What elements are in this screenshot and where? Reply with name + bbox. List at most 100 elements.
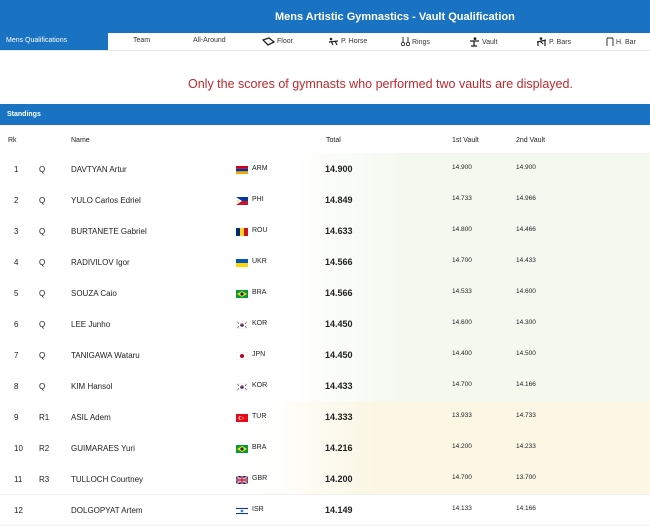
table-row[interactable]: 1 Q DAVTYAN Artur ARM 14.900 14.900 14.900 [0,153,650,185]
noc-cell: TUR [252,413,267,420]
table-row[interactable]: 4 Q RADIVILOV Igor UKR 14.566 14.700 14.433 [0,246,650,278]
vault2-score: 14.500 [516,350,536,357]
tab-label: P. Horse [341,38,368,45]
noc-cell: KOR [252,382,268,389]
vault2-score: 14.166 [516,505,536,512]
vault1-score: 14.900 [452,164,472,171]
vault2-score: 14.300 [516,319,536,326]
qualification-cell: Q [39,165,46,174]
tab-label: Mens Qualifications [6,37,68,44]
qualification-cell: Q [39,227,46,236]
noc-cell: ROU [252,227,268,234]
table-row[interactable]: 7 Q TANIGAWA Wataru JPN 14.450 14.400 14.500 [0,339,650,371]
vault1-score: 13.933 [452,412,472,419]
high-bar-icon [606,37,614,46]
table-row[interactable]: 6 Q LEE Junho KOR 14.450 14.600 14.300 [0,308,650,340]
athlete-name[interactable]: GUIMARAES Yuri [71,444,135,453]
athlete-name[interactable]: TANIGAWA Wataru [71,351,140,360]
tab-floor[interactable]: Floor [262,37,293,46]
qualification-cell: Q [39,289,46,298]
tab-mens-qualifications[interactable]: Mens Qualifications [0,33,108,50]
flag-phi-icon [236,197,248,205]
tab-parallel-bars[interactable]: P. Bars [536,37,571,47]
vault2-score: 14.966 [516,195,536,202]
flag-gbr-icon [236,476,248,484]
rank-cell: 10 [14,444,23,453]
athlete-name[interactable]: BURTANETE Gabriel [71,227,147,236]
vault-icon [470,37,479,47]
athlete-name[interactable]: DOLGOPYAT Artem [71,506,143,515]
total-score: 14.566 [325,257,353,267]
rank-cell: 1 [14,165,19,174]
table-row[interactable]: 12 DOLGOPYAT Artem ISR 14.149 14.133 14.166 [0,494,650,526]
tab-vault[interactable]: Vault [469,37,497,47]
qualification-cell: R1 [39,413,50,422]
tab-label: Vault [482,38,498,46]
athlete-name[interactable]: ASIL Adem [71,413,111,422]
tab-label: All-Around [193,37,226,44]
event-nav: Mens Qualifications Team All-Around Floo… [0,33,650,51]
tab-rings[interactable]: Rings [401,37,430,47]
noc-cell: GBR [252,475,268,482]
flag-arm-icon [236,166,248,174]
tab-label: Rings [412,38,430,46]
athlete-name[interactable]: RADIVILOV Igor [71,258,130,267]
parallel-bars-icon [536,37,547,46]
athlete-name[interactable]: LEE Junho [71,320,111,329]
vault1-score: 14.400 [452,350,472,357]
table-row[interactable]: 11 R3 TULLOCH Courtney GBR 14.200 14.700 13.70… [0,463,650,495]
noc-cell: ARM [252,165,268,172]
athlete-name[interactable]: DAVTYAN Artur [71,165,127,174]
pommel-horse-icon [328,37,339,46]
column-rank: Rk [8,137,17,144]
rank-cell: 11 [14,475,23,484]
tab-all-around[interactable]: All-Around [193,37,226,44]
qualification-cell: R3 [39,475,50,484]
table-row[interactable]: 3 Q BURTANETE Gabriel ROU 14.633 14.800 14.466 [0,215,650,247]
rank-cell: 5 [14,289,19,298]
total-score: 14.450 [325,319,353,329]
vault2-score: 14.233 [516,443,536,450]
tab-team[interactable]: Team [133,37,150,44]
flag-tur-icon [236,414,248,422]
vault1-score: 14.700 [452,381,472,388]
vault1-score: 14.133 [452,505,472,512]
noc-cell: BRA [252,289,267,296]
flag-bra-icon [236,445,248,453]
rank-cell: 8 [14,382,19,391]
athlete-name[interactable]: TULLOCH Courtney [71,475,144,484]
table-row[interactable]: 2 Q YULO Carlos Edriel PHI 14.849 14.733 14.96… [0,184,650,216]
table-row[interactable]: 5 Q SOUZA Caio BRA 14.566 14.533 14.600 [0,277,650,309]
tab-label: H. Bar [616,38,636,46]
qualification-cell: Q [39,382,46,391]
athlete-name[interactable]: SOUZA Caio [71,289,117,298]
total-score: 14.433 [325,381,353,391]
vault2-score: 14.733 [516,412,536,419]
table-row[interactable]: 9 R1 ASIL Adem TUR 14.333 13.933 14.733 [0,401,650,433]
total-score: 14.200 [325,474,353,484]
table-row[interactable]: 8 Q KIM Hansol KOR 14.433 14.700 14.166 [0,370,650,402]
flag-bra-icon [236,290,248,298]
column-name: Name [71,137,90,144]
qualification-cell: R2 [39,444,50,453]
qualification-cell: Q [39,320,46,329]
qualification-cell: Q [39,196,46,205]
tab-high-bar[interactable]: H. Bar [606,37,636,47]
table-row[interactable]: 10 R2 GUIMARAES Yuri BRA 14.216 14.200 14.233 [0,432,650,464]
vault1-score: 14.533 [452,288,472,295]
tab-pommel-horse[interactable]: P. Horse [328,37,367,46]
rank-cell: 2 [14,196,19,205]
standings-label: Standings [7,111,41,118]
rings-icon [401,37,410,47]
flag-kor-icon [236,383,248,391]
noc-cell: PHI [252,196,264,203]
total-score: 14.633 [325,226,353,236]
qualification-cell: Q [39,351,46,360]
two-vault-notice: Only the scores of gymnasts who performe… [188,77,573,91]
table-header: Rk Name Total 1st Vault 2nd Vault [0,125,650,154]
total-score: 14.149 [325,505,353,515]
athlete-name[interactable]: YULO Carlos Edriel [71,196,141,205]
vault1-score: 14.600 [452,319,472,326]
tab-label: Floor [277,38,293,45]
athlete-name[interactable]: KIM Hansol [71,382,113,391]
